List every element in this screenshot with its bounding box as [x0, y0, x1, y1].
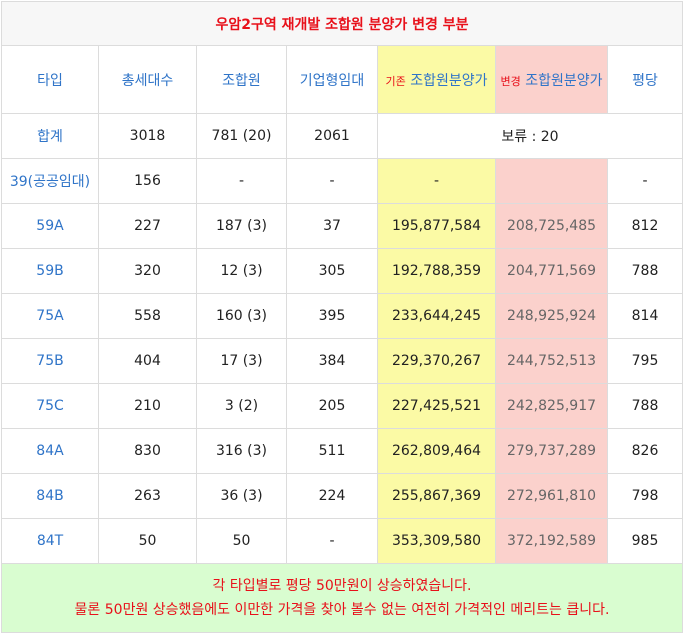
total-units-cell: 156 — [98, 158, 197, 204]
changed-label: 조합원분양가 — [525, 72, 603, 89]
summary-note: 보류 : 20 — [377, 113, 683, 159]
rental-cell: - — [286, 158, 378, 204]
previous-price-cell: 255,867,369 — [377, 473, 496, 519]
type-cell: 84B — [1, 473, 99, 519]
header-members: 조합원 — [196, 45, 287, 114]
type-cell: 84T — [1, 518, 99, 564]
previous-price-cell: 233,644,245 — [377, 293, 496, 339]
header-changed-price: 변경 조합원분양가 — [495, 45, 608, 114]
changed-price-cell: 272,961,810 — [495, 473, 608, 519]
per-pyeong-cell: 985 — [607, 518, 683, 564]
changed-price-cell: 248,925,924 — [495, 293, 608, 339]
members-cell: 3 (2) — [196, 383, 287, 429]
per-pyeong-cell: 812 — [607, 203, 683, 249]
rental-cell: 384 — [286, 338, 378, 384]
summary-total-units: 3018 — [98, 113, 197, 159]
changed-tag: 변경 — [500, 74, 521, 88]
members-cell: 316 (3) — [196, 428, 287, 474]
type-cell: 59B — [1, 248, 99, 294]
type-cell: 75C — [1, 383, 99, 429]
previous-price-cell: 229,370,267 — [377, 338, 496, 384]
changed-price-cell: 279,737,289 — [495, 428, 608, 474]
header-previous-price: 기존 조합원분양가 — [377, 45, 496, 114]
type-cell: 59A — [1, 203, 99, 249]
members-cell: - — [196, 158, 287, 204]
previous-tag: 기존 — [385, 74, 406, 88]
previous-price-cell: 262,809,464 — [377, 428, 496, 474]
rental-cell: 37 — [286, 203, 378, 249]
footer-line-2: 물론 50만원 상승했음에도 이만한 가격을 찾아 볼수 없는 여전히 가격적인… — [74, 602, 610, 618]
total-units-cell: 558 — [98, 293, 197, 339]
type-cell: 75B — [1, 338, 99, 384]
members-cell: 17 (3) — [196, 338, 287, 384]
summary-rental: 2061 — [286, 113, 378, 159]
table-row: 59B 320 12 (3) 305 192,788,359 204,771,569 788 — [1, 248, 683, 294]
table-row: 39(공공임대) 156- - - - — [1, 158, 683, 204]
table-row: 75B 404 17 (3) 384 229,370,267 244,752,513 795 — [1, 338, 683, 384]
rental-cell: - — [286, 518, 378, 564]
header-per-pyeong: 평당 — [607, 45, 683, 114]
per-pyeong-cell: - — [607, 158, 683, 204]
total-units-cell: 830 — [98, 428, 197, 474]
previous-label: 조합원분양가 — [410, 72, 488, 89]
header-rental: 기업형임대 — [286, 45, 378, 114]
rental-cell: 511 — [286, 428, 378, 474]
changed-price-cell: 244,752,513 — [495, 338, 608, 384]
previous-price-cell: 353,309,580 — [377, 518, 496, 564]
members-cell: 36 (3) — [196, 473, 287, 519]
changed-price-cell: 208,725,485 — [495, 203, 608, 249]
table-row: 84A 830 316 (3) 511 262,809,464 279,737,289 82… — [1, 428, 683, 474]
table-row: 84T 50 50-353,309,580 372,192,589 985 — [1, 518, 683, 564]
per-pyeong-cell: 788 — [607, 383, 683, 429]
total-units-cell: 210 — [98, 383, 197, 429]
header-total-units: 총세대수 — [98, 45, 197, 114]
members-cell: 187 (3) — [196, 203, 287, 249]
total-units-cell: 263 — [98, 473, 197, 519]
type-cell: 75A — [1, 293, 99, 339]
total-units-cell: 404 — [98, 338, 197, 384]
previous-price-cell: - — [377, 158, 496, 204]
table-row: 75C 210 3 (2) 205 227,425,521 242,825,917 788 — [1, 383, 683, 429]
changed-price-cell: 242,825,917 — [495, 383, 608, 429]
total-units-cell: 50 — [98, 518, 197, 564]
table-row: 59A 227 187 (3) 37 195,877,584 208,725,485 812 — [1, 203, 683, 249]
type-cell: 39(공공임대) — [1, 158, 99, 204]
total-units-cell: 320 — [98, 248, 197, 294]
members-cell: 160 (3) — [196, 293, 287, 339]
per-pyeong-cell: 795 — [607, 338, 683, 384]
changed-price-cell: 372,192,589 — [495, 518, 608, 564]
rental-cell: 395 — [286, 293, 378, 339]
per-pyeong-cell: 826 — [607, 428, 683, 474]
type-cell: 84A — [1, 428, 99, 474]
members-cell: 12 (3) — [196, 248, 287, 294]
summary-members: 781 (20) — [196, 113, 287, 159]
table-title: 우암2구역 재개발 조합원 분양가 변경 부분 — [1, 1, 683, 46]
rental-cell: 205 — [286, 383, 378, 429]
changed-price-cell — [495, 158, 608, 204]
per-pyeong-cell: 788 — [607, 248, 683, 294]
members-cell: 50 — [196, 518, 287, 564]
footer-note: 각 타입별로 평당 50만원이 상승하였습니다. 물론 50만원 상승했음에도 … — [1, 563, 683, 633]
per-pyeong-cell: 798 — [607, 473, 683, 519]
per-pyeong-cell: 814 — [607, 293, 683, 339]
previous-price-cell: 192,788,359 — [377, 248, 496, 294]
previous-price-cell: 195,877,584 — [377, 203, 496, 249]
summary-label: 합계 — [1, 113, 99, 159]
table-row: 84B 263 36 (3) 224 255,867,369 272,961,810 798 — [1, 473, 683, 519]
changed-price-cell: 204,771,569 — [495, 248, 608, 294]
total-units-cell: 227 — [98, 203, 197, 249]
footer-line-1: 각 타입별로 평당 50만원이 상승하였습니다. — [212, 578, 472, 594]
rental-cell: 305 — [286, 248, 378, 294]
previous-price-cell: 227,425,521 — [377, 383, 496, 429]
rental-cell: 224 — [286, 473, 378, 519]
header-type: 타입 — [1, 45, 99, 114]
table-row: 75A 558 160 (3) 395 233,644,245 248,925,924 81… — [1, 293, 683, 339]
